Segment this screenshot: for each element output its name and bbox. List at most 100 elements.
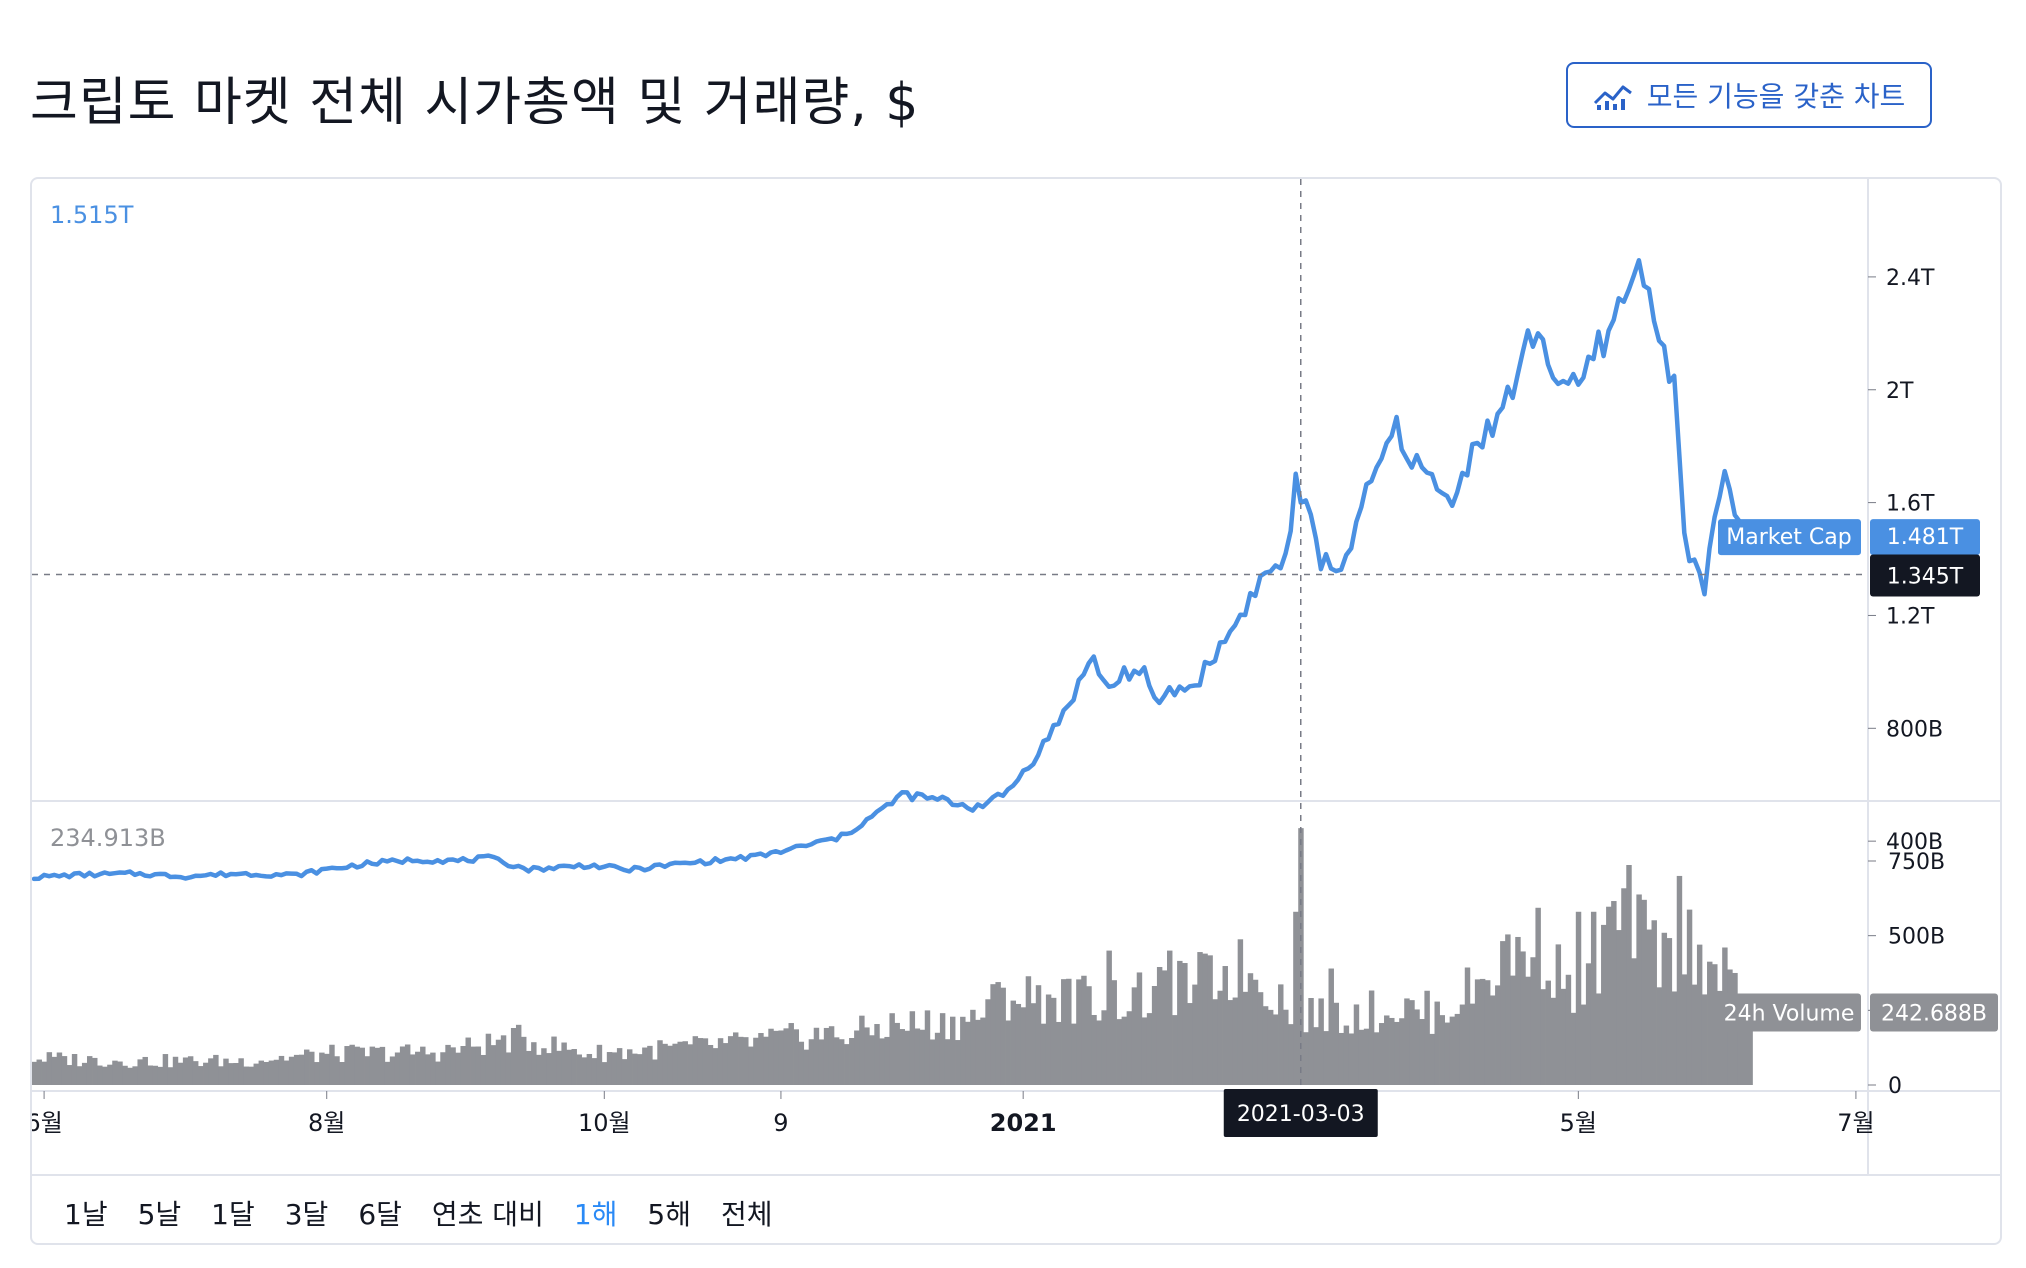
range-button-6[interactable]: 1해 [572,1189,620,1237]
volume-bar [934,1032,941,1085]
volume-bar [218,1066,224,1085]
volume-bar [1121,1016,1128,1085]
volume-bar [798,1041,805,1085]
crosshair-date-label-bg [1223,1089,1378,1137]
chart-canvas[interactable]: 400B 800B 1.2T 1.6T 2T 2.4T 0 500B 750B 6월 8월 10월 9 2… [32,179,2000,1243]
volume-bar [71,1054,78,1085]
volume-bar [56,1052,63,1085]
volume-bar [1136,972,1143,1085]
volume-bar [1515,936,1521,1085]
volume-bar [404,1044,411,1085]
volume-bar [566,1049,572,1085]
volume-bar [435,1061,441,1085]
volume-bar [430,1052,436,1085]
volume-bar [1116,1019,1122,1085]
volume-bar [480,1054,487,1085]
volume-bar [1590,911,1597,1085]
volume-bar [1313,1027,1319,1085]
volume-bar [394,1052,401,1085]
range-button-3[interactable]: 3달 [284,1198,329,1231]
volume-bar [1222,966,1228,1085]
volume-bar [1394,1021,1400,1085]
volume-bar [1156,967,1163,1085]
volume-bar [818,1039,825,1085]
volume-bar [293,1054,300,1085]
volume-bar [1025,976,1032,1085]
volume-bar [1651,920,1657,1085]
volume-bar [450,1047,456,1085]
volume-last-value: 242.688B [1881,1002,1987,1027]
volume-bar [1419,1019,1425,1085]
volume-bar [667,1045,673,1085]
volume-bar [1005,1020,1011,1085]
volume-bar [510,1027,517,1085]
volume-bar [379,1046,386,1085]
volume-bar [1177,960,1183,1085]
volume-bar [1611,901,1617,1085]
volume-bar [1661,932,1668,1085]
volume-bar [415,1051,421,1085]
volume-bar [1040,1023,1047,1085]
mc-y-tick-label: 1.2T [1886,604,1935,629]
full-chart-button[interactable]: 모든 기능을 갖춘 차트 [1566,62,1932,128]
volume-bar [1217,990,1223,1085]
volume-bar [596,1044,603,1085]
volume-bar [399,1046,406,1085]
market-cap-series-tag: Market Cap [1726,525,1851,550]
volume-bar [66,1065,73,1085]
volume-bar [349,1044,355,1085]
volume-bar [869,1035,875,1085]
volume-bar [616,1048,623,1085]
volume-bar [81,1062,88,1085]
volume-bar [1424,990,1430,1085]
volume-bar [1631,958,1637,1085]
volume-bar [177,1062,184,1085]
volume-bar [238,1058,244,1085]
volume-bar [1479,978,1486,1085]
page-title: 크립토 마켓 전체 시가총액 및 거래량, $ [30,73,920,133]
volume-bar [283,1060,290,1085]
volume-bar [1575,911,1582,1085]
volume-bar [1742,1010,1748,1085]
volume-bar [187,1056,194,1085]
volume-bar [465,1037,471,1085]
volume-bar [571,1049,577,1085]
volume-bar [223,1058,229,1085]
volume-bar [102,1066,108,1085]
volume-bar [1490,995,1496,1085]
range-button-2[interactable]: 1달 [211,1198,255,1231]
volume-bar [1484,980,1491,1085]
volume-bar [1298,828,1304,1085]
range-button-5[interactable]: 연초 대비 [431,1198,544,1231]
volume-bar [823,1027,830,1085]
volume-bar [1207,955,1213,1085]
volume-bar [1368,990,1375,1085]
volume-bar [919,1029,926,1085]
volume-bar [1646,929,1652,1085]
range-button-4[interactable]: 6달 [358,1198,402,1231]
volume-bar [409,1054,416,1085]
volume-bar [732,1032,739,1085]
volume-bar [515,1024,522,1085]
market-cap-last-value-bg [1870,519,1980,556]
range-button-1[interactable]: 5날 [137,1198,182,1231]
volume-bar [198,1066,204,1085]
volume-bar [425,1054,431,1085]
volume-bar [1197,952,1203,1085]
volume-bar [137,1059,143,1085]
crosshair-value-label: 1.345T [1887,565,1964,590]
volume-bar [773,1030,779,1085]
range-button-0[interactable]: 1날 [64,1198,108,1231]
volume-bar [1172,1015,1178,1085]
volume-bar [894,1022,900,1085]
volume-bar [995,982,1001,1085]
x-tick-label: 2021 [990,1109,1057,1137]
volume-bar [1707,961,1713,1085]
volume-bar [117,1061,123,1085]
range-button-7[interactable]: 5해 [647,1198,691,1231]
volume-bar [601,1062,608,1085]
volume-bar [692,1036,699,1085]
volume-bar [1303,1032,1309,1085]
range-button-8[interactable]: 전체 [721,1198,773,1231]
volume-bar [1384,1015,1390,1085]
